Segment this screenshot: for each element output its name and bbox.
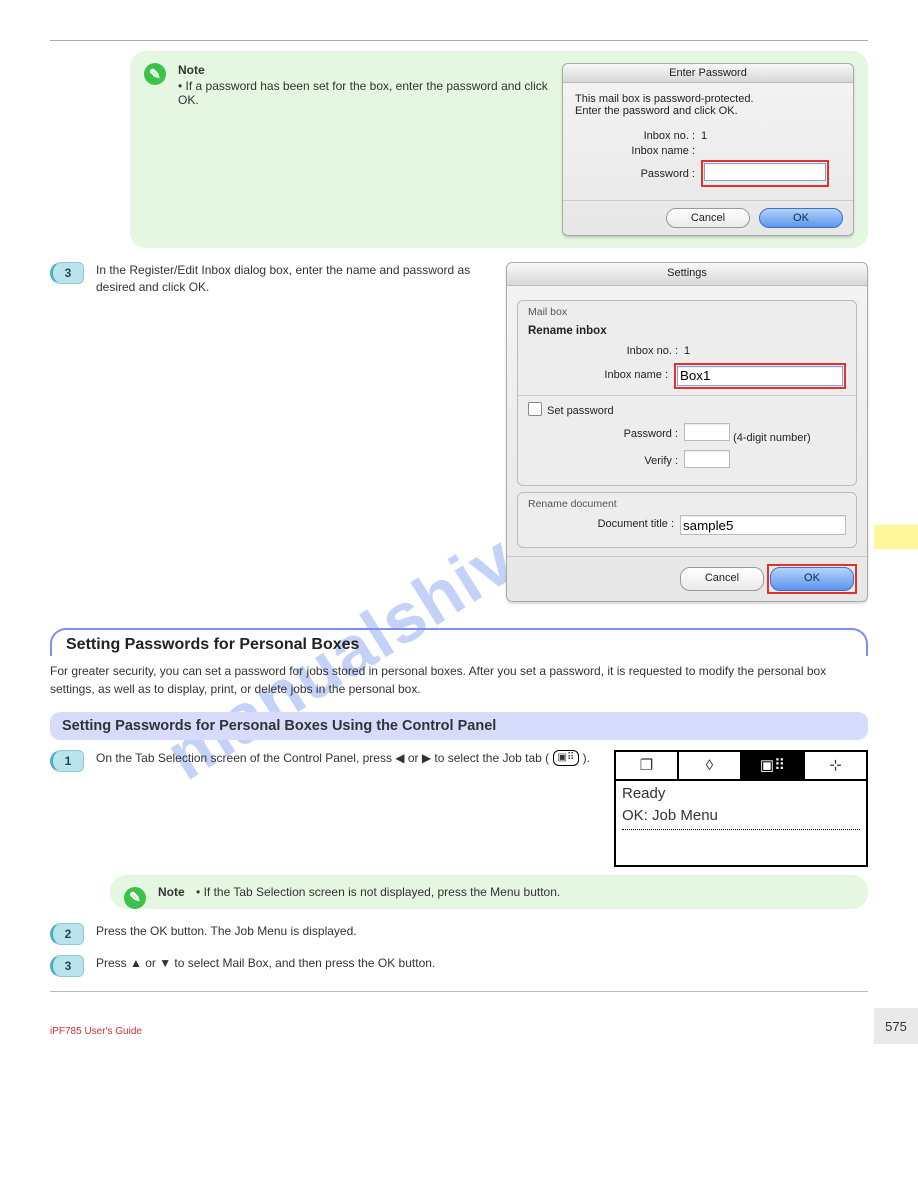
pencil-icon: ✎: [144, 63, 166, 85]
settings-dialog: Settings Mail box Rename inbox Inbox no.…: [506, 262, 868, 602]
note-title: Note: [158, 885, 185, 899]
rename-inbox-label: Rename inbox: [528, 323, 846, 340]
lcd-tab-settings-icon: ⊹: [805, 752, 866, 780]
lcd-panel: ❐ ◊ ▣⠿ ⊹ Ready OK: Job Menu: [614, 750, 868, 867]
step-1-tab-select: 1 On the Tab Selection screen of the Con…: [50, 750, 868, 867]
enter-password-dialog: Enter Password This mail box is password…: [562, 63, 854, 236]
section-paragraph: For greater security, you can set a pass…: [50, 662, 868, 698]
note-password-entry: ✎ Note • If a password has been set for …: [130, 51, 868, 248]
lcd-line: Ready: [622, 783, 860, 805]
footer-guide: iPF785 User's Guide: [50, 1026, 868, 1037]
note-title: Note: [178, 63, 562, 77]
dialog-title: Enter Password: [563, 64, 853, 83]
rename-document-fieldset: Rename document Document title :: [517, 492, 857, 548]
inbox-name-field[interactable]: [677, 366, 843, 386]
doc-title-field[interactable]: [680, 515, 846, 535]
pencil-icon: ✎: [124, 887, 146, 909]
section-heading: Setting Passwords for Personal Boxes: [50, 628, 868, 656]
lcd-tab-job-icon: ▣⠿: [742, 752, 805, 780]
set-password-checkbox[interactable]: [528, 402, 542, 416]
ok-button[interactable]: OK: [759, 208, 843, 228]
inbox-name-label: Inbox name :: [575, 145, 701, 157]
dialog-title: Settings: [507, 263, 867, 286]
doc-title-label: Document title :: [528, 517, 680, 533]
inbox-no-label: Inbox no. :: [528, 344, 684, 360]
lcd-tab-ink-icon: ◊: [679, 752, 742, 780]
sub-heading: Setting Passwords for Personal Boxes Usi…: [50, 712, 868, 740]
lcd-line: OK: Job Menu: [622, 805, 860, 827]
dialog-msg: This mail box is password-protected.: [575, 93, 841, 105]
set-password-label: Set password: [547, 405, 614, 417]
job-tab-icon: ▣⠿: [553, 750, 580, 766]
step-text: In the Register/Edit Inbox dialog box, e…: [96, 263, 470, 294]
step-3-mailbox: 3 Press ▲ or ▼ to select Mail Box, and t…: [50, 955, 868, 977]
verify-label: Verify :: [528, 454, 684, 470]
step-number: 3: [50, 955, 84, 977]
password-label: Password :: [528, 427, 684, 443]
password-label: Password :: [575, 168, 701, 180]
step-3-rename: 3 In the Register/Edit Inbox dialog box,…: [50, 262, 868, 602]
fieldset-legend: Rename document: [528, 497, 846, 512]
step-2-ok: 2 Press the OK button. The Job Menu is d…: [50, 923, 868, 945]
step-text-pre: On the Tab Selection screen of the Contr…: [96, 751, 549, 765]
digits-hint: (4-digit number): [733, 432, 811, 444]
page-number: 575: [874, 1008, 918, 1044]
step-number: 3: [50, 262, 84, 284]
step-number: 2: [50, 923, 84, 945]
lcd-tab-paper-icon: ❐: [616, 752, 679, 780]
step-text-post: ).: [583, 751, 590, 765]
cancel-button[interactable]: Cancel: [666, 208, 750, 228]
inbox-no-value: 1: [701, 130, 707, 142]
step-number: 1: [50, 750, 84, 772]
side-tab: [874, 525, 918, 549]
note-text: If a password has been set for the box, …: [178, 79, 548, 107]
note-text: If the Tab Selection screen is not displ…: [204, 885, 561, 899]
inbox-no-label: Inbox no. :: [575, 130, 701, 142]
mailbox-fieldset: Mail box Rename inbox Inbox no. :1 Inbox…: [517, 300, 857, 486]
cancel-button[interactable]: Cancel: [680, 567, 764, 591]
ok-button[interactable]: OK: [770, 567, 854, 591]
note-tab-selection: ✎ Note • If the Tab Selection screen is …: [110, 875, 868, 909]
step-text: Press the OK button. The Job Menu is dis…: [96, 923, 868, 940]
inbox-no-value: 1: [684, 344, 690, 360]
fieldset-legend: Mail box: [528, 305, 846, 320]
step-text: Press ▲ or ▼ to select Mail Box, and the…: [96, 955, 868, 972]
dialog-msg: Enter the password and click OK.: [575, 105, 841, 117]
inbox-name-label: Inbox name :: [528, 368, 674, 384]
